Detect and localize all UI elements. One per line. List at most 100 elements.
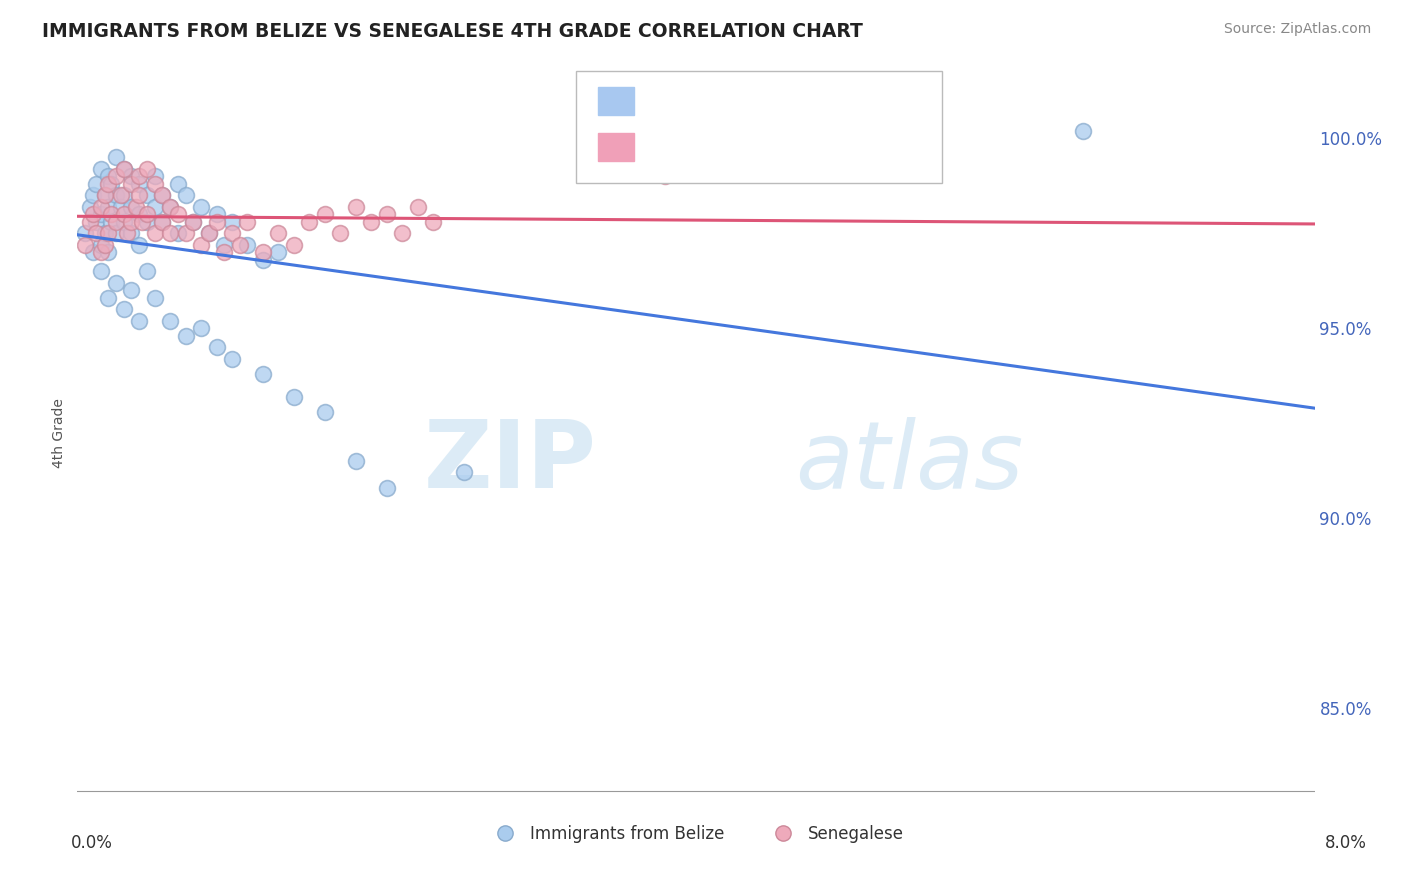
Point <box>197 227 219 241</box>
Point <box>79 200 101 214</box>
Point <box>205 340 228 354</box>
Point <box>100 177 122 191</box>
Point <box>252 245 274 260</box>
Point <box>90 207 111 221</box>
Point <box>183 215 205 229</box>
Point <box>152 188 174 202</box>
Point <box>94 188 117 202</box>
Point <box>174 227 197 241</box>
Point <box>344 454 367 468</box>
Point <box>143 291 166 305</box>
Point <box>453 466 475 480</box>
Text: IMMIGRANTS FROM BELIZE VS SENEGALESE 4TH GRADE CORRELATION CHART: IMMIGRANTS FROM BELIZE VS SENEGALESE 4TH… <box>42 22 863 41</box>
Point <box>112 215 135 229</box>
Text: R = 0.473: R = 0.473 <box>643 138 733 156</box>
Point <box>82 207 104 221</box>
Point <box>360 215 382 229</box>
Point <box>121 283 143 297</box>
Point <box>267 227 290 241</box>
Point <box>136 188 159 202</box>
Point <box>90 264 111 278</box>
Point <box>167 227 190 241</box>
Point <box>121 200 143 214</box>
Point <box>174 188 197 202</box>
Text: N = 54: N = 54 <box>801 138 865 156</box>
Point <box>183 215 205 229</box>
Point <box>375 207 398 221</box>
Point <box>125 200 148 214</box>
Point <box>143 169 166 184</box>
Point <box>115 227 138 241</box>
Text: N = 69: N = 69 <box>801 92 865 110</box>
Text: R = 0.032: R = 0.032 <box>643 92 733 110</box>
Point <box>190 237 212 252</box>
Point <box>84 215 107 229</box>
Point <box>100 215 122 229</box>
Point <box>422 215 444 229</box>
Point <box>128 207 150 221</box>
Point <box>82 245 104 260</box>
Point <box>214 237 236 252</box>
Point <box>143 200 166 214</box>
Point <box>136 161 159 176</box>
Point <box>159 313 181 327</box>
Point <box>152 188 174 202</box>
Point <box>105 227 127 241</box>
Point <box>283 237 305 252</box>
Point <box>90 237 111 252</box>
Point <box>94 188 117 202</box>
Point <box>105 169 127 184</box>
Point <box>143 177 166 191</box>
Point <box>221 351 243 366</box>
Point <box>283 390 305 404</box>
Point <box>152 215 174 229</box>
Point <box>654 169 676 184</box>
Y-axis label: 4th Grade: 4th Grade <box>52 398 66 467</box>
Text: 0.0%: 0.0% <box>70 834 112 852</box>
Point <box>128 237 150 252</box>
Point <box>112 161 135 176</box>
Point <box>128 169 150 184</box>
Point <box>90 200 111 214</box>
Point <box>97 227 120 241</box>
Point <box>90 245 111 260</box>
Point <box>90 161 111 176</box>
Point <box>79 215 101 229</box>
Point <box>236 215 259 229</box>
Point <box>167 177 190 191</box>
Point <box>112 161 135 176</box>
Point <box>143 227 166 241</box>
Point <box>406 200 429 214</box>
Point <box>110 188 132 202</box>
Point <box>314 405 336 419</box>
Point <box>128 177 150 191</box>
Point <box>112 188 135 202</box>
Point <box>236 237 259 252</box>
Point <box>105 276 127 290</box>
Point <box>82 188 104 202</box>
Point <box>121 215 143 229</box>
Point <box>252 252 274 267</box>
Point <box>190 200 212 214</box>
Point <box>112 207 135 221</box>
Point <box>112 302 135 317</box>
Point <box>121 227 143 241</box>
Point <box>344 200 367 214</box>
Point <box>121 177 143 191</box>
Point <box>190 321 212 335</box>
Point <box>152 215 174 229</box>
Point <box>97 169 120 184</box>
Point <box>131 215 153 229</box>
Point <box>121 169 143 184</box>
Point <box>205 207 228 221</box>
Point <box>97 291 120 305</box>
Point <box>221 215 243 229</box>
Point <box>84 177 107 191</box>
Point <box>329 227 352 241</box>
Point <box>298 215 321 229</box>
Point <box>136 264 159 278</box>
Point <box>105 188 127 202</box>
Point <box>105 150 127 164</box>
Point <box>97 245 120 260</box>
Point <box>100 207 122 221</box>
